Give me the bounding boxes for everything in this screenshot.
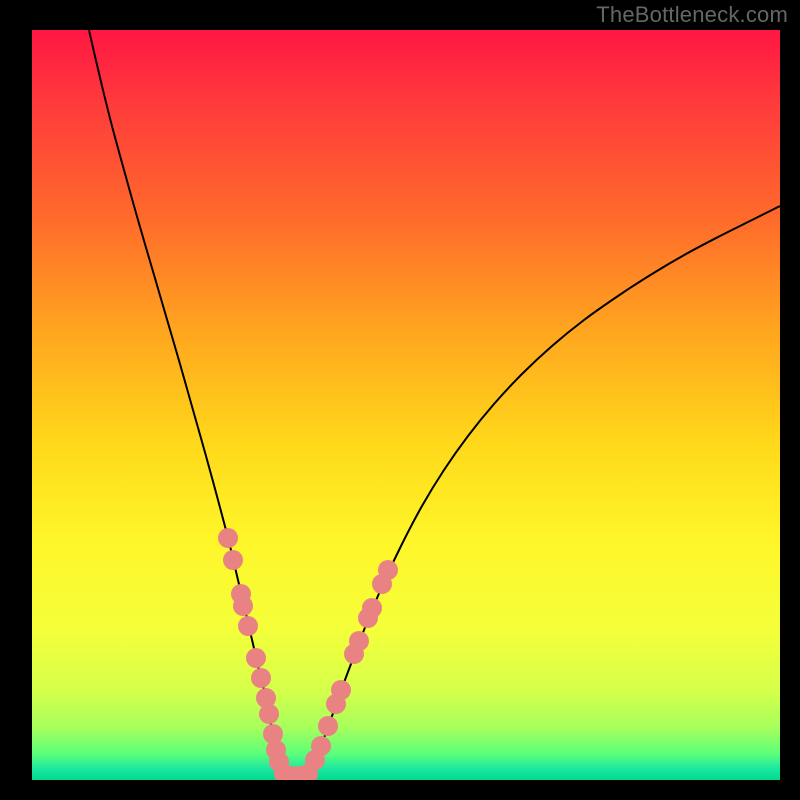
data-dot [259, 704, 279, 724]
data-dot [349, 631, 369, 651]
curve-right-branch [306, 206, 780, 779]
watermark-text: TheBottleneck.com [596, 2, 788, 28]
data-dot [362, 598, 382, 618]
data-dot [251, 668, 271, 688]
plot-area [32, 30, 780, 780]
data-dot [318, 716, 338, 736]
data-dot [238, 616, 258, 636]
data-dot [233, 596, 253, 616]
data-dot [218, 528, 238, 548]
data-dot [311, 736, 331, 756]
chart-overlay [32, 30, 780, 780]
data-dot [378, 560, 398, 580]
data-dot [223, 550, 243, 570]
data-dots-group [218, 528, 398, 780]
data-dot [246, 648, 266, 668]
data-dot [331, 680, 351, 700]
